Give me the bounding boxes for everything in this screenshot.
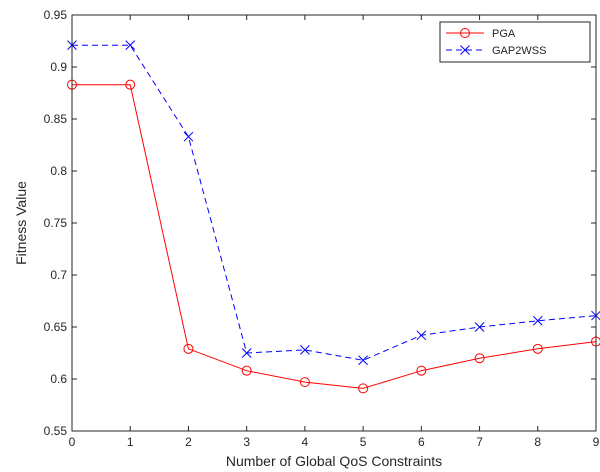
plot-area <box>72 15 596 431</box>
data-point <box>416 365 427 376</box>
data-point <box>125 40 136 51</box>
x-tick-label: 5 <box>360 435 367 449</box>
y-tick-label: 0.6 <box>50 372 67 386</box>
y-axis-label: Fitness Value <box>13 181 29 265</box>
axes-layer: 0 1 2 3 4 5 6 7 8 9 0.55 0.6 0.65 0.7 0.75 0.8 0.85 0.9 0.… <box>44 8 600 449</box>
x-tick-label: 0 <box>69 435 76 449</box>
y-tick-label: 0.7 <box>50 268 67 282</box>
data-point <box>300 345 310 355</box>
legend-marker <box>460 45 470 55</box>
y-tick-label: 0.85 <box>44 112 68 126</box>
y-tick-label: 0.65 <box>44 320 68 334</box>
data-point <box>358 355 368 366</box>
x-tick-label: 3 <box>243 435 250 449</box>
x-tick-label: 2 <box>185 435 192 449</box>
data-point <box>241 348 252 358</box>
data-point <box>474 353 485 364</box>
x-tick-label: 9 <box>593 435 600 449</box>
data-point <box>358 383 369 394</box>
data-point <box>183 343 194 354</box>
series-line-0 <box>72 84 597 389</box>
legend-marker <box>460 28 470 38</box>
x-axis-label: Number of Global QoS Constraints <box>226 453 442 469</box>
data-point <box>416 330 427 341</box>
data-point <box>241 365 252 376</box>
y-tick-label: 0.9 <box>50 60 67 74</box>
x-tick-label: 6 <box>418 435 425 449</box>
data-point <box>532 343 543 354</box>
y-tick-label: 0.8 <box>50 164 67 178</box>
y-tick-label: 0.55 <box>44 424 68 438</box>
data-point <box>474 322 485 332</box>
y-tick-label: 0.75 <box>44 216 68 230</box>
legend: PGA GAP2WSS <box>439 21 591 63</box>
data-point <box>183 131 194 142</box>
x-tick-label: 8 <box>534 435 541 449</box>
data-point <box>299 377 310 388</box>
y-tick-label: 0.95 <box>44 8 68 22</box>
x-tick-label: 7 <box>476 435 483 449</box>
data-point <box>532 315 543 326</box>
legend-label: GAP2WSS <box>492 45 546 57</box>
data-point <box>125 79 136 90</box>
x-tick-label: 1 <box>127 435 134 449</box>
x-tick-label: 4 <box>302 435 309 449</box>
legend-label: PGA <box>492 28 516 40</box>
series-line-1 <box>72 44 597 361</box>
